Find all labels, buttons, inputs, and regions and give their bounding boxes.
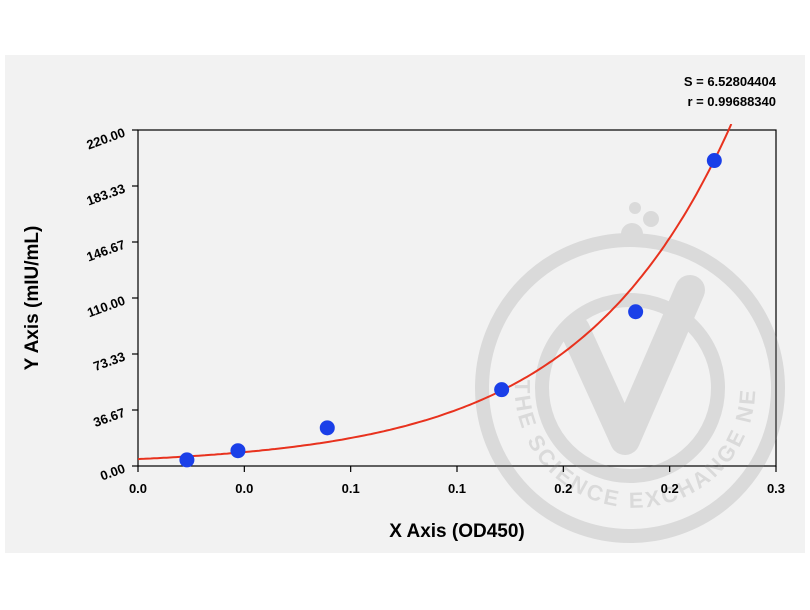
data-point: [319, 420, 335, 436]
points-layer: [179, 153, 722, 468]
x-tick-label: 0.0: [129, 481, 147, 496]
y-axis-title: Y Axis (mIU/mL): [22, 226, 43, 371]
data-point: [706, 153, 722, 169]
stat-r-label: r = 0.99688340: [687, 94, 776, 109]
x-tick-label: 0.2: [661, 481, 679, 496]
x-tick-label: 0.1: [342, 481, 360, 496]
data-point: [628, 304, 644, 320]
x-tick-label: 0.1: [448, 481, 466, 496]
data-point: [179, 452, 195, 468]
stat-s-label: S = 6.52804404: [684, 74, 777, 89]
x-tick-label: 0.0: [235, 481, 253, 496]
x-axis-title: X Axis (OD450): [389, 521, 525, 542]
x-tick-label: 0.3: [767, 481, 785, 496]
data-point: [494, 382, 510, 398]
data-point: [230, 443, 246, 459]
x-tick-label: 0.2: [554, 481, 572, 496]
